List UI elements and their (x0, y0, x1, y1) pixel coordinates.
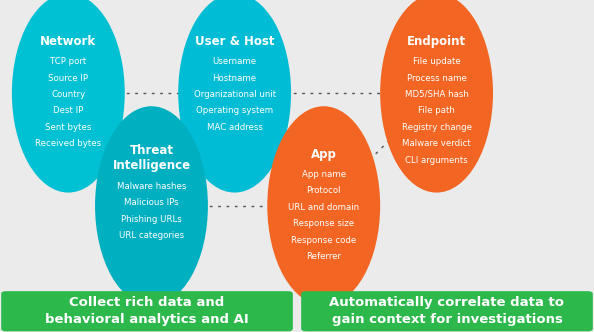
Text: Response size: Response size (293, 219, 354, 228)
Text: TCP port: TCP port (50, 57, 87, 66)
Text: CLI arguments: CLI arguments (405, 156, 468, 165)
Text: Response code: Response code (291, 236, 356, 245)
Text: URL categories: URL categories (119, 231, 184, 240)
FancyBboxPatch shape (1, 291, 293, 331)
Text: App name: App name (302, 170, 346, 179)
Text: File path: File path (418, 107, 455, 116)
Ellipse shape (267, 106, 380, 305)
Text: MAC address: MAC address (207, 123, 263, 132)
Text: Dest IP: Dest IP (53, 107, 83, 116)
Text: URL and domain: URL and domain (288, 203, 359, 212)
Text: Organizational unit: Organizational unit (194, 90, 276, 99)
Text: Sent bytes: Sent bytes (45, 123, 91, 132)
Ellipse shape (95, 106, 208, 305)
Text: Threat
Intelligence: Threat Intelligence (112, 144, 191, 172)
Text: Malware verdict: Malware verdict (402, 139, 471, 148)
Text: Network: Network (40, 35, 96, 48)
Text: Collect rich data and
behavioral analytics and AI: Collect rich data and behavioral analyti… (45, 296, 249, 326)
Text: Phishing URLs: Phishing URLs (121, 215, 182, 224)
Text: Endpoint: Endpoint (407, 35, 466, 48)
Text: MD5/SHA hash: MD5/SHA hash (405, 90, 469, 99)
Text: Operating system: Operating system (196, 107, 273, 116)
Text: Received bytes: Received bytes (35, 139, 102, 148)
FancyBboxPatch shape (301, 291, 593, 331)
Ellipse shape (380, 0, 493, 193)
Text: Malicious IPs: Malicious IPs (124, 198, 179, 208)
Ellipse shape (178, 0, 291, 193)
Text: App: App (311, 148, 337, 161)
Text: Process name: Process name (407, 74, 466, 83)
Text: Registry change: Registry change (402, 123, 472, 132)
Text: Malware hashes: Malware hashes (117, 182, 186, 191)
Ellipse shape (12, 0, 125, 193)
Text: Automatically correlate data to
gain context for investigations: Automatically correlate data to gain con… (330, 296, 564, 326)
Text: User & Host: User & Host (195, 35, 274, 48)
Text: Username: Username (213, 57, 257, 66)
Text: File update: File update (413, 57, 460, 66)
Text: Hostname: Hostname (213, 74, 257, 83)
Text: Protocol: Protocol (307, 186, 341, 196)
Text: Source IP: Source IP (48, 74, 89, 83)
Text: Referrer: Referrer (307, 252, 341, 261)
Text: Country: Country (51, 90, 86, 99)
